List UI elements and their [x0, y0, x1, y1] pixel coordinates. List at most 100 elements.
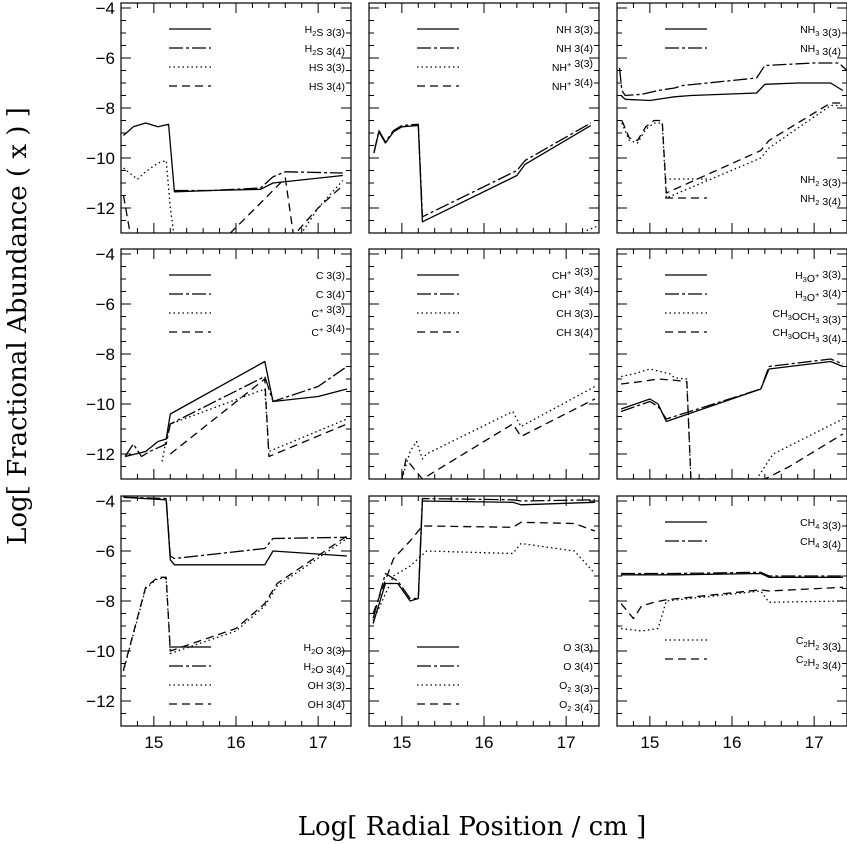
legend-label: C2H2 3(3) [796, 635, 841, 653]
series-line-4 [122, 535, 348, 670]
y-tick-label: −10 [86, 642, 115, 661]
series-line-2 [620, 358, 844, 420]
panel-4: −4 −6 −8 −10 −12 C 3(3) C 3(4) C+ 3(3) C+ 3(4) [86, 245, 352, 480]
series-line-2 [372, 497, 595, 619]
series-line-1 [621, 572, 843, 578]
series-line-3 [372, 542, 596, 622]
legend-label: C+ 3(3) [311, 304, 345, 320]
series-line-2 [123, 496, 347, 560]
legend-label: HS 3(3) [309, 62, 345, 74]
panel-frame [120, 248, 352, 480]
series-line-2 [621, 571, 843, 577]
panel-5: CH+ 3(3) CH+ 3(4) CH 3(3) CH 3(4) [368, 248, 600, 480]
series-lines [122, 496, 348, 672]
x-tick-label: 15 [392, 733, 411, 752]
series-line-1 [620, 360, 844, 423]
series-line-4 [122, 177, 344, 233]
y-tick-label: −8 [96, 592, 115, 611]
legend-label: CH4 3(3) [800, 517, 841, 532]
legend-label: NH2 3(3) [800, 174, 841, 189]
series-lines [372, 497, 596, 624]
series-line-2 [618, 62, 847, 97]
series-line-4 [401, 398, 596, 479]
y-tick-label: −6 [96, 542, 115, 561]
legend-label: O 3(4) [563, 661, 593, 673]
x-tick-label: 16 [475, 733, 494, 752]
x-tick-label: 16 [723, 733, 742, 752]
legend-label: NH+ 3(3) [552, 58, 593, 74]
series-lines [373, 122, 599, 232]
y-tick-label: −10 [86, 149, 115, 168]
legend-label: C 3(4) [316, 289, 345, 301]
panel-frame [368, 248, 600, 480]
legend-label: H2O 3(3) [303, 642, 345, 657]
legend-label: C2H2 3(4) [796, 654, 841, 672]
y-tick-label: −6 [96, 295, 115, 314]
panels: −4 −6 −8 −10 −12 H2S 3(3) H2S 3(4) HS 3(3) HS 3(… [86, 0, 847, 752]
series-line-4 [169, 378, 348, 458]
panel-8: 15 16 17 O 3(3) O 3(4) O2 3(3) O2 3(4) [368, 495, 600, 752]
series-line-1 [123, 122, 343, 193]
legend-label: NH3 3(3) [800, 24, 841, 39]
legend-label: CH3OCH3 3(3) [773, 308, 841, 326]
legend-label: NH 3(4) [556, 43, 593, 55]
x-tick-label: 17 [557, 733, 576, 752]
legend-label: C 3(3) [316, 270, 345, 282]
series-line-1 [373, 124, 592, 223]
legend-label: O2 3(3) [559, 680, 593, 695]
panel-9: 15 16 17 CH4 3(3) CH4 3(4) C2H2 3(3)C2H2 3(4) [616, 495, 847, 752]
series-lines [620, 358, 844, 479]
x-tick-label: 15 [144, 733, 163, 752]
series-line-1 [123, 496, 347, 566]
legend-label: CH 3(3) [556, 308, 593, 320]
x-tick-label: 15 [640, 733, 659, 752]
series-line-2 [174, 171, 343, 192]
legend-label: H2S 3(3) [305, 24, 345, 39]
legend-label: O2 3(4) [559, 699, 593, 714]
x-axis-label: Log[ Radial Position / cm ] [298, 812, 647, 842]
series-line-3 [123, 159, 344, 233]
series-line-3 [401, 385, 596, 479]
y-tick-label: −8 [96, 99, 115, 118]
series-line-3 [122, 537, 348, 672]
legend-label: O 3(3) [563, 642, 593, 654]
legend-label: H3O+ 3(4) [795, 288, 841, 304]
y-tick-label: −4 [96, 245, 115, 264]
y-tick-label: −10 [86, 395, 115, 414]
series-line-1 [372, 500, 595, 624]
legend-label: OH 3(3) [308, 680, 345, 692]
series-line-4 [372, 521, 596, 614]
series-line-1 [620, 82, 844, 102]
series-line-4 [620, 586, 843, 620]
y-tick-label: −6 [96, 49, 115, 68]
legend-label: NH3 3(4) [800, 43, 841, 58]
series-lines [401, 385, 596, 479]
x-tick-label: 16 [227, 733, 246, 752]
y-tick-label: −4 [96, 0, 115, 18]
panel-6: H3O+ 3(3) H3O+ 3(4) CH3OCH3 3(3)CH3OCH3 3(… [616, 248, 847, 480]
panel-frame [368, 2, 600, 234]
y-tick-label: −4 [96, 492, 115, 511]
legend-label: H2S 3(4) [305, 43, 345, 58]
series-line-3 [586, 224, 599, 232]
legend-label: NH2 3(4) [800, 193, 841, 208]
panel-7: −4 −6 −8 −10 −12 15 16 17 H2O 3(3) H2O 3(4) OH 3(3… [86, 492, 352, 752]
legend-label: NH 3(3) [556, 24, 593, 36]
legend-label: NH+ 3(4) [552, 77, 593, 93]
y-tick-label: −12 [86, 199, 115, 218]
series-line-4 [621, 378, 844, 479]
panel-2: NH 3(3) NH 3(4) NH+ 3(3) NH+ 3(4) [368, 2, 600, 234]
panel-1: −4 −6 −8 −10 −12 H2S 3(3) H2S 3(4) HS 3(3) HS 3(… [86, 0, 352, 234]
series-line-2 [124, 365, 348, 458]
legend-label: CH+ 3(4) [552, 285, 593, 301]
legend-label: OH 3(4) [308, 699, 345, 711]
x-tick-label: 17 [805, 733, 824, 752]
legend-label: CH+ 3(3) [552, 266, 593, 282]
x-tick-label: 17 [309, 733, 328, 752]
series-line-2 [373, 122, 592, 218]
y-tick-label: −12 [86, 692, 115, 711]
y-tick-label: −12 [86, 445, 115, 464]
y-axis-label: Log[ Fractional Abundance ( x ) ] [3, 107, 33, 545]
series-line-3 [620, 368, 844, 479]
